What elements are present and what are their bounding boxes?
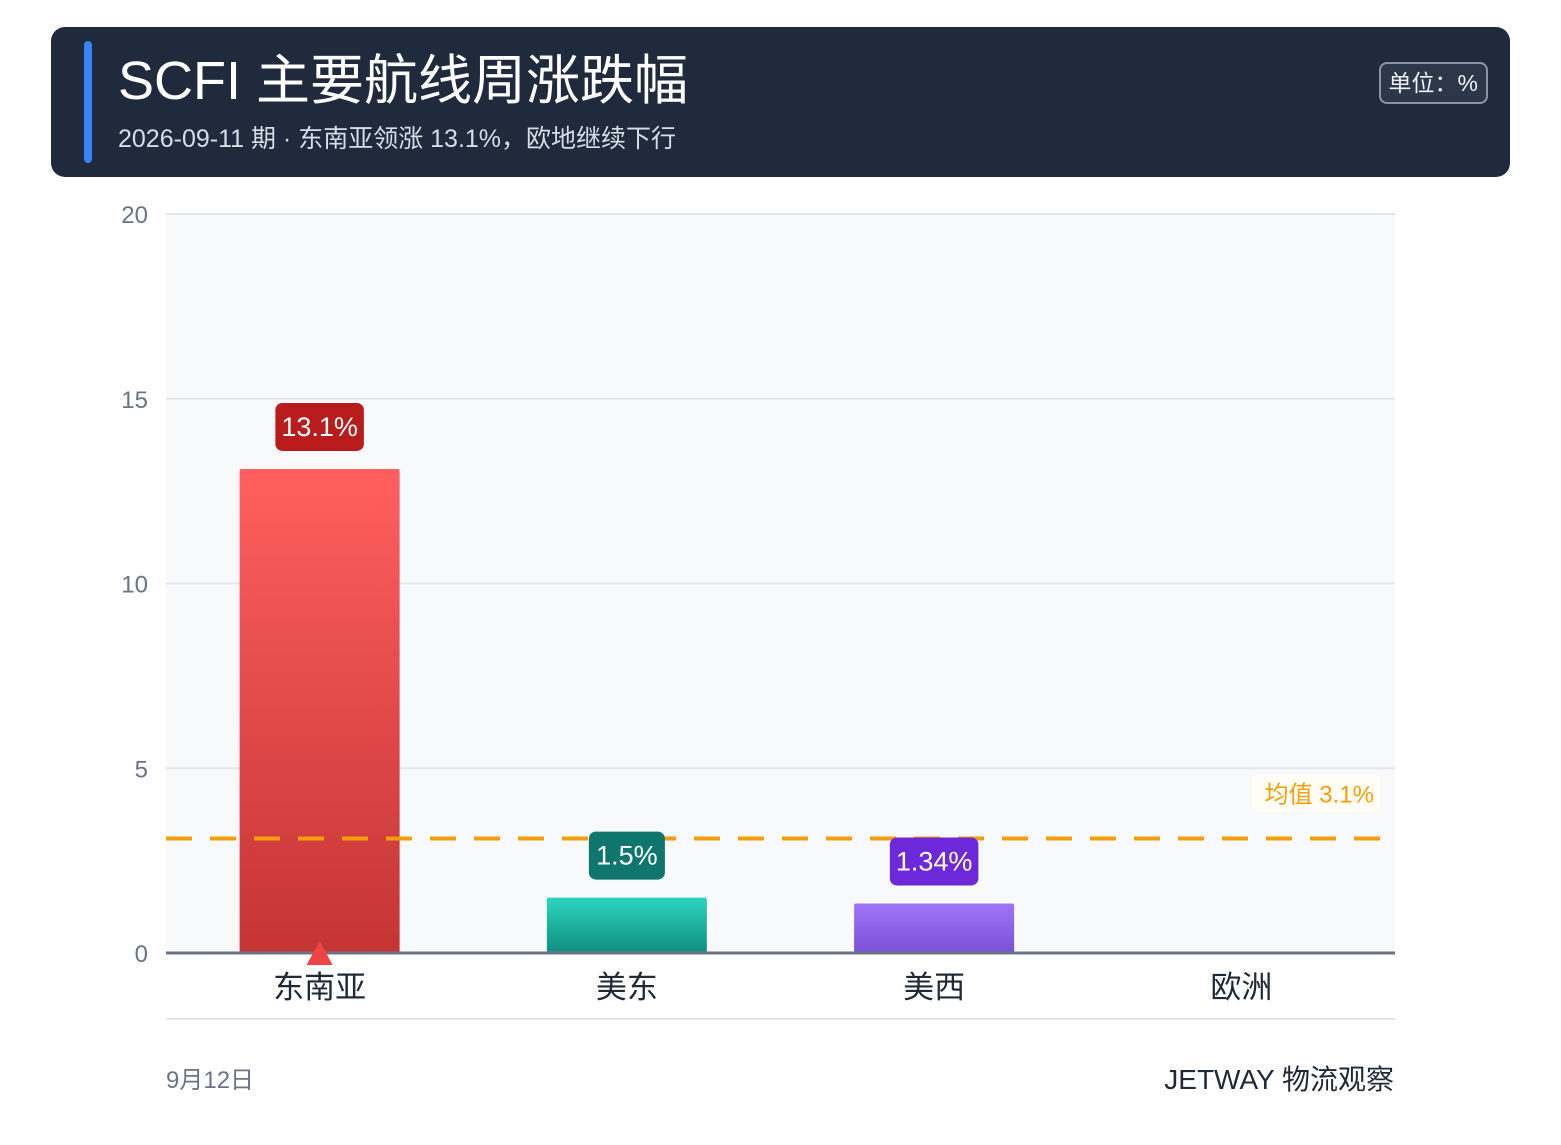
average-label: 均值 3.1% — [1265, 781, 1374, 808]
y-axis-ticks: 0 5 10 15 20 — [121, 202, 148, 968]
bar — [854, 903, 1015, 953]
x-axis-labels: 东南亚 美东 美西 欧洲 — [273, 970, 1272, 1005]
chart-header: SCFI 主要航线周涨跌幅 2026-09-11 期 · 东南亚领涨 13.1%… — [51, 27, 1510, 177]
unit-badge: 单位：% — [1378, 62, 1488, 104]
x-tick-label: 美西 — [903, 970, 965, 1005]
chart-subtitle: 2026-09-11 期 · 东南亚领涨 13.1%，欧地继续下行 — [118, 125, 677, 153]
bar — [239, 468, 400, 953]
x-tick-label: 欧洲 — [1210, 970, 1272, 1005]
y-tick-label: 15 — [121, 387, 148, 414]
footer-source: JETWAY 物流观察 — [1164, 1064, 1394, 1095]
y-tick-label: 5 — [135, 756, 148, 783]
y-tick-label: 10 — [121, 572, 148, 599]
bars — [239, 468, 1015, 953]
bar — [546, 897, 707, 953]
x-tick-label: 东南亚 — [273, 970, 366, 1005]
y-tick-label: 0 — [135, 941, 148, 968]
header-accent-bar — [84, 41, 92, 163]
y-tick-label: 20 — [121, 202, 148, 229]
up-arrow-icon — [306, 941, 333, 965]
data-label-badge — [588, 831, 665, 880]
average-layer: 均值 3.1% — [166, 775, 1395, 841]
x-tick-label: 美东 — [596, 970, 658, 1005]
data-label-badge — [889, 837, 979, 886]
chart-title: SCFI 主要航线周涨跌幅 — [118, 51, 689, 111]
footer-date: 9月12日 — [166, 1067, 255, 1094]
average-label-bg — [1252, 775, 1380, 812]
data-label: 13.1% — [281, 412, 358, 442]
markers — [306, 941, 333, 965]
data-label: 1.34% — [896, 846, 973, 876]
data-label-badge — [275, 402, 364, 451]
data-label: 1.5% — [596, 841, 658, 871]
data-labels: 13.1% 1.5% 1.34% — [275, 402, 979, 886]
